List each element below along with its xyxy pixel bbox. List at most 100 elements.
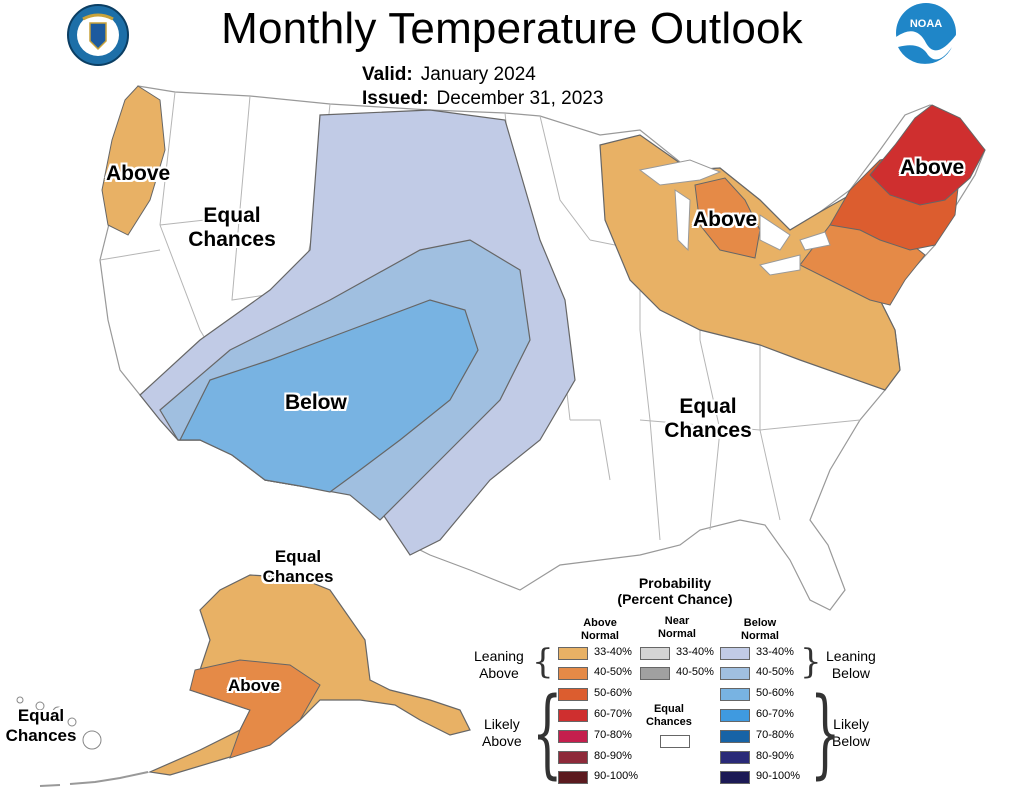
legend-equal-line1: Equal: [653, 703, 684, 715]
legend-above-label: 90-100%: [594, 770, 639, 782]
below-50-60: [179, 299, 479, 493]
legend-title-line1: Probability: [638, 575, 712, 591]
legend-below-head-line2: Normal: [741, 630, 779, 643]
hawaii-islands: [16, 696, 102, 750]
label-west-equal-line1: Equal: [203, 204, 261, 227]
legend-below-label: 60-70%: [756, 708, 794, 720]
legend-above-swatch: [558, 751, 588, 764]
legend-below-swatch: [720, 688, 750, 701]
great-lakes-water: [638, 159, 831, 276]
legend-above-label: 50-60%: [594, 687, 632, 699]
valid-value: January 2024: [420, 64, 536, 85]
legend-below-swatch: [720, 751, 750, 764]
legend-above-label: 80-90%: [594, 750, 632, 762]
probability-legend: Probability (Percent Chance) Above Norma…: [470, 575, 890, 785]
legend-below-label: 40-50%: [756, 666, 794, 678]
legend-below-head: Below Normal: [725, 617, 795, 643]
label-hawaii-equal: Equal Chances: [2, 706, 80, 745]
legend-equal-swatch: [660, 735, 690, 748]
legend-equal-chances: Equal Chances: [646, 703, 692, 729]
label-southeast-equal: Equal Chances: [656, 395, 760, 443]
brace-leaning-below: }: [800, 642, 822, 682]
label-alaska-equal-line1: Equal: [274, 547, 322, 566]
label-hawaii-equal-line1: Equal: [17, 706, 65, 725]
legend-above-label: 70-80%: [594, 729, 632, 741]
legend-near-label: 33-40%: [676, 646, 714, 658]
noaa-logo: NOAA: [896, 3, 956, 71]
doc-seal-logo: [67, 4, 129, 66]
legend-leaning-below-line2: Below: [831, 664, 870, 681]
issued-value: December 31, 2023: [436, 88, 604, 109]
pacific-nw-above: [101, 85, 166, 236]
label-southeast-equal-line1: Equal: [679, 395, 737, 418]
legend-title-line2: (Percent Chance): [617, 591, 733, 608]
page-title: Monthly Temperature Outlook: [221, 4, 803, 53]
legend-title: Probability (Percent Chance): [580, 575, 770, 607]
legend-below-label: 33-40%: [756, 646, 794, 658]
legend-above-head-line1: Above: [583, 617, 617, 629]
issued-line: Issued: December 31, 2023: [362, 88, 603, 110]
legend-above-label: 33-40%: [594, 646, 632, 658]
aleutian-islands: [39, 771, 149, 787]
label-new-england: Above: [900, 156, 965, 179]
brace-likely-below: }: [810, 677, 841, 789]
legend-below-swatch: [720, 667, 750, 680]
alaska-above-40-50: [189, 659, 321, 759]
legend-below-head-line1: Below: [743, 617, 777, 629]
legend-above-swatch: [558, 771, 588, 784]
brace-leaning-above: {: [532, 642, 554, 682]
legend-above-swatch: [558, 647, 588, 660]
legend-likely-above-line1: Likely: [483, 716, 520, 732]
legend-near-swatch: [640, 647, 670, 660]
legend-above-head-line2: Normal: [581, 630, 619, 643]
legend-below-swatch: [720, 730, 750, 743]
legend-below-label: 90-100%: [756, 770, 801, 782]
legend-likely-above: Likely Above: [482, 716, 522, 750]
legend-below-label: 70-80%: [756, 729, 794, 741]
legend-above-label: 40-50%: [594, 666, 632, 678]
legend-below-swatch: [720, 647, 750, 660]
legend-likely-below-line1: Likely: [833, 716, 869, 732]
label-great-lakes: Above: [693, 208, 758, 231]
legend-likely-below-line2: Below: [832, 732, 871, 749]
legend-above-swatch: [558, 709, 588, 722]
legend-above-label: 60-70%: [594, 708, 632, 720]
legend-above-swatch: [558, 667, 588, 680]
label-alaska-equal: Equal Chances: [256, 547, 340, 586]
legend-below-label: 80-90%: [756, 750, 794, 762]
valid-label: Valid:: [362, 64, 413, 85]
legend-leaning-above-line1: Leaning: [474, 648, 524, 664]
label-pacific-nw: Above: [106, 162, 171, 185]
svg-text:NOAA: NOAA: [910, 18, 942, 30]
legend-equal-line2: Chances: [646, 716, 692, 729]
legend-near-head-line1: Near: [664, 615, 690, 627]
legend-leaning-below: Leaning Below: [826, 648, 876, 682]
legend-likely-below: Likely Below: [832, 716, 870, 750]
valid-line: Valid: January 2024: [362, 64, 536, 86]
label-alaska-above: Above: [228, 676, 280, 695]
legend-near-swatch: [640, 667, 670, 680]
issued-label: Issued:: [362, 88, 429, 109]
maine-above-60-70: [869, 104, 986, 206]
legend-leaning-above: Leaning Above: [474, 648, 524, 682]
michigan-above-40-50: [694, 177, 761, 259]
label-alaska-equal-line2: Chances: [262, 566, 334, 586]
legend-likely-above-line2: Above: [482, 732, 522, 749]
legend-leaning-above-line2: Above: [479, 664, 519, 681]
legend-above-head: Above Normal: [565, 617, 635, 643]
legend-above-swatch: [558, 730, 588, 743]
legend-below-swatch: [720, 771, 750, 784]
label-west-equal-line2: Chances: [188, 228, 276, 252]
legend-above-swatch: [558, 688, 588, 701]
label-southwest: Below: [285, 391, 347, 414]
legend-below-swatch: [720, 709, 750, 722]
legend-near-label: 40-50%: [676, 666, 714, 678]
label-west-equal: Equal Chances: [182, 204, 282, 252]
label-hawaii-equal-line2: Chances: [5, 725, 77, 745]
label-southeast-equal-line2: Chances: [664, 419, 752, 443]
legend-near-head: Near Normal: [642, 615, 712, 641]
brace-likely-above: {: [532, 677, 563, 789]
legend-leaning-below-line1: Leaning: [826, 648, 876, 664]
legend-near-head-line2: Normal: [658, 628, 696, 641]
